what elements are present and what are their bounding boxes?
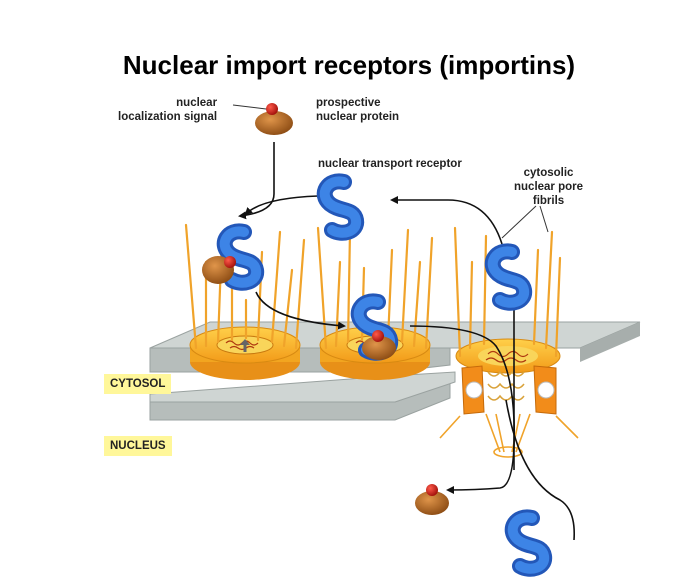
importin-cargo-complex-1 (202, 231, 256, 284)
nuclear-pore-1 (189, 326, 301, 380)
cargo-protein-top (255, 103, 293, 135)
importin-cargo-complex-2 (359, 301, 396, 360)
importin-returning (493, 251, 524, 302)
label-nuclear-transport-receptor: nuclear transport receptor (318, 158, 462, 170)
diagram-title: Nuclear import receptors (importins) (122, 50, 576, 80)
transport-arrows (238, 142, 576, 541)
label-cytosolic-nuclear-pore-fibrils: cytosolic nuclear pore fibrils (514, 167, 584, 207)
label-nuclear-localization-signal: nuclear localization signal (118, 97, 218, 123)
region-label-nucleus: NUCLEUS (104, 436, 172, 456)
region-label-cytosol: CYTOSOL (104, 374, 172, 394)
leader-lines (232, 104, 549, 239)
importin-free (325, 181, 356, 232)
importin-released (513, 517, 544, 568)
cytosolic-fibrils (184, 223, 562, 358)
cargo-protein-released (415, 484, 449, 515)
label-prospective-nuclear-protein: prospective nuclear protein (316, 97, 400, 123)
nuclear-pore-3 (439, 338, 579, 458)
